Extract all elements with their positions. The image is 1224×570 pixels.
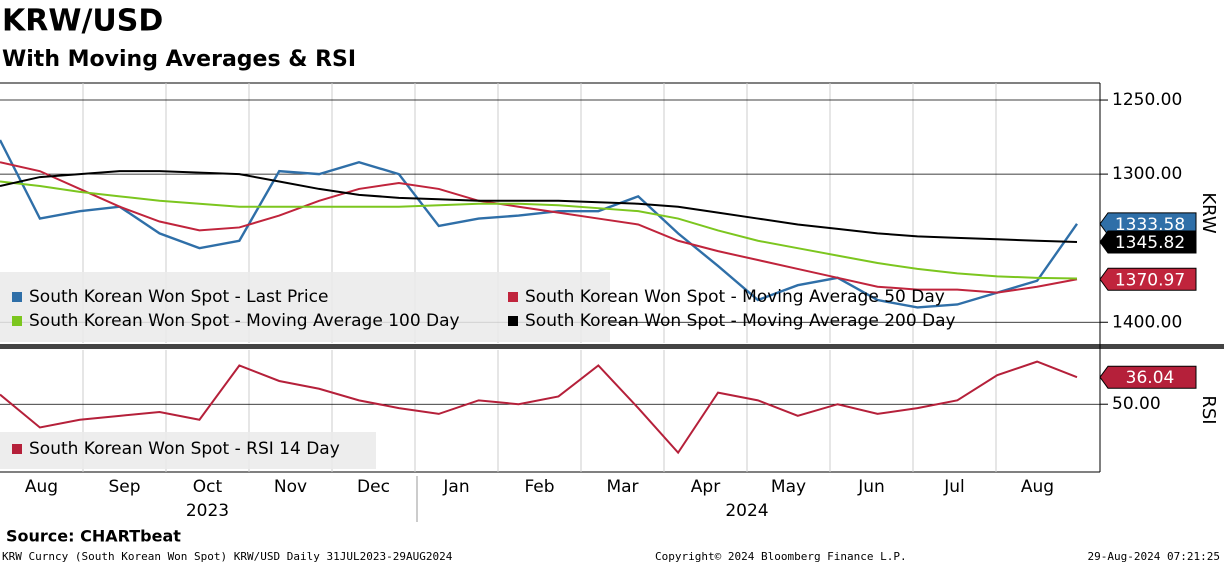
x-tick-label: Jan xyxy=(442,477,469,497)
chart-subtitle: With Moving Averages & RSI xyxy=(2,47,356,72)
value-tag xyxy=(1099,267,1197,291)
x-tick-label: Apr xyxy=(691,477,720,497)
x-tick-label: Feb xyxy=(524,477,554,497)
source: Source: CHARTbeat xyxy=(6,527,181,546)
value-tag xyxy=(1099,230,1197,254)
x-tick-label: Aug xyxy=(25,477,58,497)
y-tick-label: 1250.00 xyxy=(1112,90,1182,110)
series-line xyxy=(0,139,1078,309)
x-tick-label: Dec xyxy=(357,477,390,497)
chart-title: KRW/USD xyxy=(2,4,163,39)
legend-swatch xyxy=(12,292,22,302)
x-tick-label: Nov xyxy=(274,477,307,497)
legend-label: South Korean Won Spot - Moving Average 2… xyxy=(525,311,956,331)
year-label: 2024 xyxy=(725,501,768,521)
y-tick-label: 1300.00 xyxy=(1112,164,1182,184)
legend-swatch xyxy=(12,316,22,326)
legend-label: South Korean Won Spot - Moving Average 5… xyxy=(525,287,945,307)
y-tick-label: 1400.00 xyxy=(1112,312,1182,332)
legend-label: South Korean Won Spot - Last Price xyxy=(29,287,328,307)
legend-swatch xyxy=(508,316,518,326)
series-line xyxy=(0,360,1078,455)
legend-swatch xyxy=(12,444,22,454)
legend-label: South Korean Won Spot - Moving Average 1… xyxy=(29,311,460,331)
legend-swatch xyxy=(508,292,518,302)
value-tag xyxy=(1099,365,1197,389)
value-tag-label: 1345.82 xyxy=(1115,233,1185,253)
x-tick-label: Sep xyxy=(108,477,140,497)
x-tick-label: Oct xyxy=(193,477,223,497)
value-tag-label: 1333.58 xyxy=(1115,215,1185,235)
series-line xyxy=(0,180,1078,280)
x-tick-label: May xyxy=(771,477,806,497)
y-tick-label: 50.00 xyxy=(1112,394,1161,414)
footer-timestamp: 29-Aug-2024 07:21:25 xyxy=(1088,550,1220,563)
x-tick-label: Mar xyxy=(606,477,638,497)
footer-copyright: Copyright© 2024 Bloomberg Finance L.P. xyxy=(655,550,907,563)
legend-background xyxy=(0,272,610,342)
value-tag-label: 36.04 xyxy=(1126,368,1175,388)
footer-info: KRW Curncy (South Korean Won Spot) KRW/U… xyxy=(2,550,453,563)
series-line xyxy=(0,170,1078,243)
y-axis-label: KRW xyxy=(1198,192,1219,234)
legend-background xyxy=(0,432,376,469)
year-label: 2023 xyxy=(186,501,229,521)
legend-label: South Korean Won Spot - RSI 14 Day xyxy=(29,439,340,459)
value-tag-label: 1370.97 xyxy=(1115,270,1185,290)
x-tick-label: Aug xyxy=(1021,477,1054,497)
y-axis-label: RSI xyxy=(1198,395,1219,424)
x-tick-label: Jul xyxy=(943,477,965,497)
x-tick-label: Jun xyxy=(857,477,885,497)
panel-divider xyxy=(0,344,1224,349)
series-line xyxy=(0,161,1078,294)
